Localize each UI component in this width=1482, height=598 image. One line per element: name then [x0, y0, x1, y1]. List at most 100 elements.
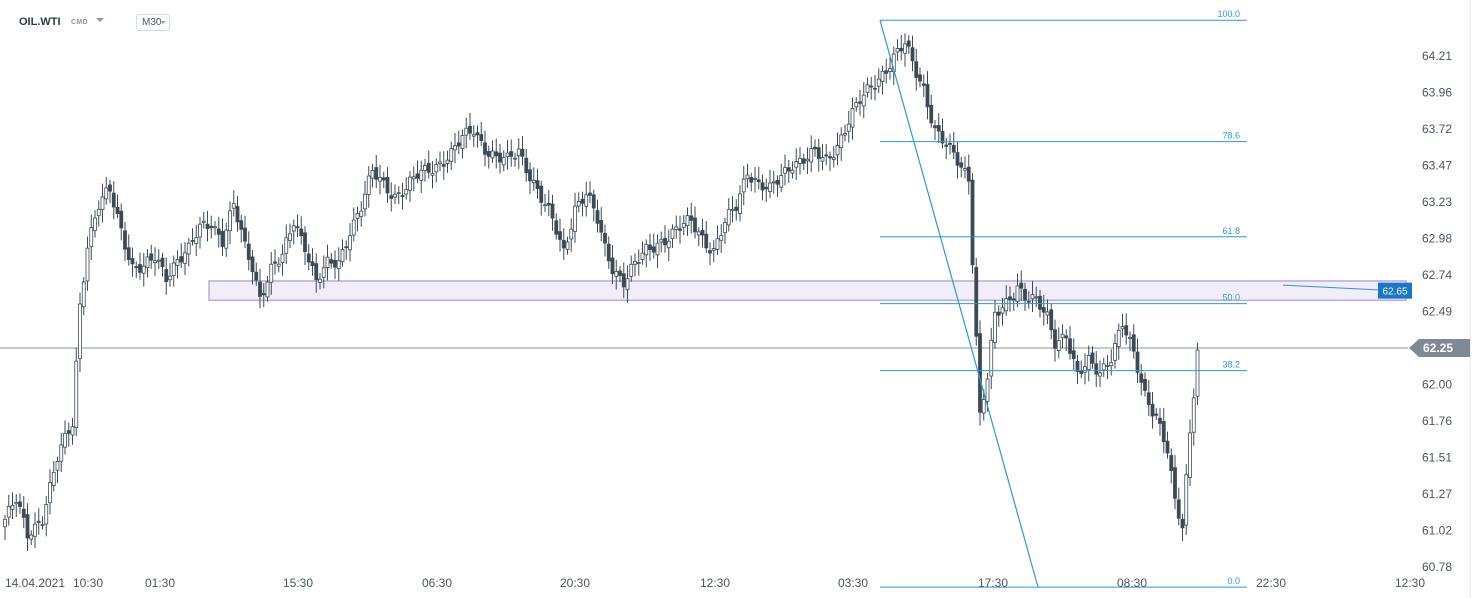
candle[interactable]	[700, 218, 705, 248]
candle[interactable]	[404, 177, 409, 200]
candle[interactable]	[246, 231, 251, 271]
candle[interactable]	[426, 150, 431, 179]
candle[interactable]	[1150, 392, 1155, 429]
candle[interactable]	[55, 456, 60, 484]
candle[interactable]	[1120, 313, 1125, 338]
candle[interactable]	[963, 156, 967, 179]
candle[interactable]	[366, 166, 371, 208]
candle[interactable]	[644, 239, 649, 268]
candle[interactable]	[6, 494, 11, 526]
candle[interactable]	[1173, 454, 1177, 510]
candle[interactable]	[303, 226, 307, 265]
candle[interactable]	[1143, 372, 1147, 397]
candle[interactable]	[666, 229, 671, 262]
candle[interactable]	[81, 277, 86, 316]
candle[interactable]	[1019, 270, 1024, 301]
candle[interactable]	[933, 120, 937, 140]
candle[interactable]	[351, 207, 356, 242]
candle[interactable]	[1060, 324, 1065, 349]
candle[interactable]	[869, 76, 874, 100]
candle[interactable]	[130, 247, 135, 277]
candle[interactable]	[1116, 323, 1121, 360]
candle[interactable]	[115, 194, 120, 219]
candle[interactable]	[1188, 419, 1192, 486]
candle[interactable]	[1030, 281, 1035, 313]
candle[interactable]	[951, 131, 956, 159]
candle[interactable]	[1041, 294, 1046, 326]
candle[interactable]	[565, 236, 570, 255]
candle[interactable]	[321, 255, 326, 289]
candle[interactable]	[753, 166, 757, 193]
candle[interactable]	[153, 247, 157, 276]
candle[interactable]	[1086, 345, 1091, 382]
candle[interactable]	[186, 237, 191, 267]
candle[interactable]	[704, 221, 709, 253]
candle[interactable]	[63, 420, 67, 455]
candle[interactable]	[1195, 342, 1200, 405]
candle[interactable]	[1023, 282, 1027, 312]
candle[interactable]	[1105, 355, 1110, 380]
candle[interactable]	[149, 244, 154, 269]
candle[interactable]	[479, 121, 484, 146]
candle[interactable]	[423, 158, 427, 182]
candle[interactable]	[1053, 319, 1057, 362]
candle[interactable]	[651, 233, 656, 259]
candle[interactable]	[955, 142, 960, 179]
candle[interactable]	[655, 234, 660, 269]
candle[interactable]	[329, 253, 334, 269]
candle[interactable]	[741, 165, 746, 206]
candle[interactable]	[288, 223, 292, 249]
candle[interactable]	[258, 268, 262, 309]
candle[interactable]	[1026, 291, 1031, 309]
candle[interactable]	[1165, 431, 1170, 459]
candle[interactable]	[719, 224, 724, 253]
candle[interactable]	[685, 207, 690, 236]
candle[interactable]	[393, 184, 397, 204]
candle[interactable]	[1146, 380, 1151, 417]
candle[interactable]	[625, 265, 630, 303]
candle[interactable]	[385, 167, 390, 203]
candle[interactable]	[550, 194, 555, 231]
candle[interactable]	[1169, 448, 1174, 484]
candle[interactable]	[104, 176, 109, 205]
candle[interactable]	[209, 215, 214, 239]
candle[interactable]	[434, 158, 439, 183]
candle[interactable]	[231, 190, 236, 217]
candle[interactable]	[824, 143, 829, 166]
candle[interactable]	[854, 97, 859, 112]
candle[interactable]	[29, 530, 34, 545]
candle[interactable]	[648, 233, 652, 261]
candle[interactable]	[708, 242, 712, 266]
candle[interactable]	[1124, 313, 1129, 345]
candle[interactable]	[573, 192, 577, 243]
chevron-down-icon[interactable]	[96, 18, 104, 22]
candle[interactable]	[59, 433, 64, 472]
candle[interactable]	[569, 218, 574, 252]
candle[interactable]	[1075, 355, 1080, 385]
candle[interactable]	[3, 514, 7, 541]
candle[interactable]	[1083, 353, 1087, 385]
candle[interactable]	[126, 234, 131, 266]
candle[interactable]	[261, 283, 266, 308]
candle[interactable]	[235, 195, 240, 232]
candle[interactable]	[284, 224, 289, 264]
candle[interactable]	[689, 202, 694, 234]
candle[interactable]	[168, 263, 172, 287]
candle[interactable]	[764, 178, 769, 203]
candle[interactable]	[809, 135, 814, 173]
candle[interactable]	[70, 418, 75, 445]
candle[interactable]	[888, 55, 892, 80]
candle[interactable]	[903, 33, 907, 67]
candle[interactable]	[678, 215, 682, 244]
candle[interactable]	[1056, 327, 1061, 359]
candle[interactable]	[801, 153, 806, 171]
candle[interactable]	[1113, 333, 1117, 369]
candle[interactable]	[618, 266, 622, 283]
candle[interactable]	[40, 516, 45, 530]
candle[interactable]	[378, 164, 382, 195]
candle[interactable]	[100, 183, 105, 223]
candle[interactable]	[333, 250, 337, 280]
candle[interactable]	[438, 151, 442, 172]
candle[interactable]	[310, 248, 315, 276]
candle[interactable]	[198, 216, 202, 249]
